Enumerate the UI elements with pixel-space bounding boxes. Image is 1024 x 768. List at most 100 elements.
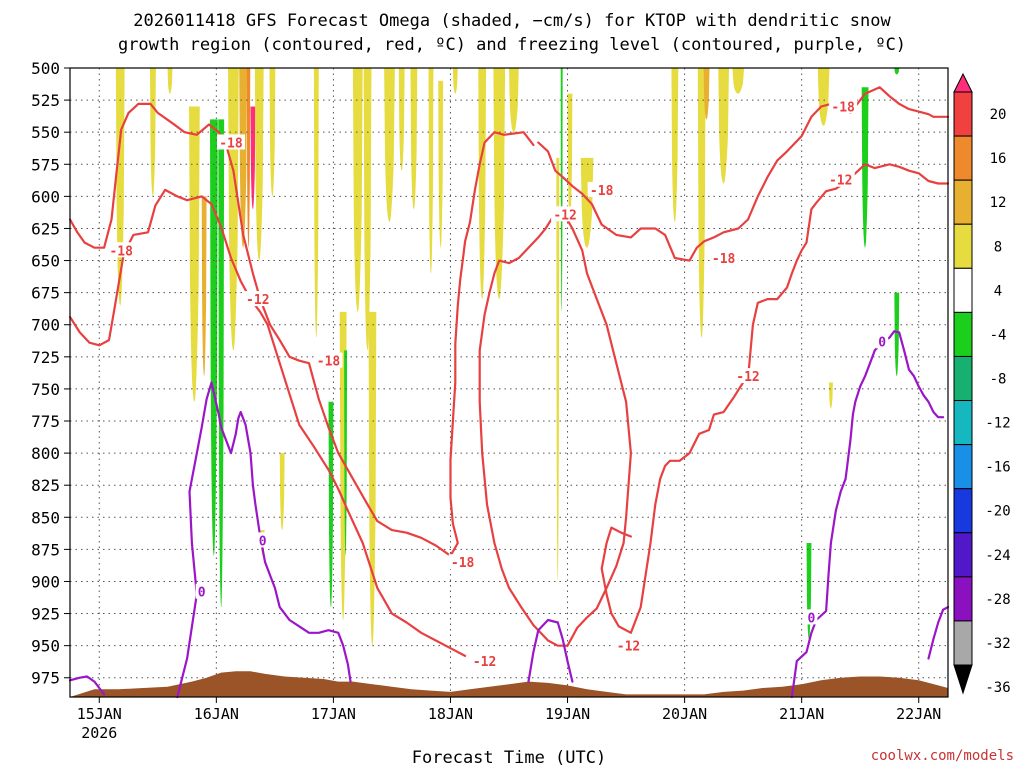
contour-label: -12: [617, 640, 640, 655]
freezing-level-contour: [927, 605, 950, 660]
contour-lines: [68, 86, 950, 699]
contour-label-bg: [551, 206, 580, 222]
colorbar-segment: [953, 400, 973, 446]
y-tick-label: 800: [31, 444, 60, 463]
y-axis: 500 525 550 575 600 625 650 675 700 725 750 775 800 8…: [31, 59, 70, 688]
y-tick-label: 575: [31, 155, 60, 174]
contour-label-bg: [448, 554, 477, 570]
omega-region: [556, 157, 560, 582]
contour-label: -18: [317, 355, 341, 370]
omega-region: [368, 311, 377, 646]
omega-region: [478, 68, 487, 300]
omega-region: [703, 68, 710, 120]
contour-label: 0: [878, 335, 886, 350]
y-tick-label: 550: [31, 123, 60, 142]
omega-region: [828, 382, 833, 409]
colorbar-top-arrow: [953, 72, 973, 93]
x-tick-label: 22JAN: [896, 705, 941, 723]
colorbar-segment: [953, 620, 973, 666]
omega-region: [384, 68, 395, 223]
colorbar-label: 4: [994, 283, 1002, 299]
contour-label-bg: [314, 352, 343, 368]
freezing-level-contour: [176, 381, 352, 699]
omega-region: [228, 68, 239, 351]
colorbar-label: -32: [985, 636, 1010, 652]
omega-region: [410, 68, 418, 210]
y-tick-label: 525: [31, 91, 60, 110]
omega-region: [279, 453, 285, 531]
colorbar-label: -20: [985, 504, 1010, 520]
y-tick-label: 500: [31, 59, 60, 78]
contour-label-bg: [829, 98, 858, 114]
colorbar-label: -8: [990, 372, 1007, 388]
colorbar-segment: [953, 179, 973, 225]
contour-label: -18: [712, 252, 736, 267]
contour-label: -18: [831, 101, 855, 116]
omega-region: [732, 68, 745, 94]
credit-link[interactable]: coolwx.com/models: [871, 748, 1014, 764]
contour-label: -12: [473, 655, 496, 670]
omega-region: [246, 68, 251, 248]
colorbar-segment: [953, 311, 973, 357]
omega-region: [560, 68, 563, 312]
omega-region: [363, 68, 372, 351]
contour-label: -18: [219, 136, 243, 151]
contour-label: -18: [109, 244, 133, 259]
y-tick-label: 675: [31, 284, 60, 303]
colorbar-segment: [953, 91, 973, 137]
plot-frame: [69, 67, 949, 698]
contour-label: -12: [736, 370, 759, 385]
y-tick-label: 700: [31, 316, 60, 335]
omega-shading: [115, 68, 900, 646]
isotherm-contour: [68, 188, 467, 658]
contour-label-bg: [709, 249, 738, 265]
contour-label: -12: [553, 208, 576, 223]
omega-region: [671, 68, 679, 223]
contour-label: -18: [590, 184, 614, 199]
y-tick-label: 900: [31, 572, 60, 591]
colorbar-label: 20: [990, 107, 1007, 123]
y-tick-label: 850: [31, 508, 60, 527]
y-tick-label: 825: [31, 476, 60, 495]
omega-region: [189, 106, 200, 402]
colorbar-segment: [953, 444, 973, 490]
colorbar-segment: [953, 355, 973, 402]
y-tick-label: 975: [31, 669, 60, 688]
omega-region: [428, 68, 434, 274]
contour-label-bg: [470, 653, 499, 669]
omega-region: [218, 119, 225, 608]
contour-label-bg: [256, 532, 269, 548]
y-tick-label: 600: [31, 187, 60, 206]
colorbar-label: -36: [985, 680, 1010, 696]
omega-region: [493, 68, 506, 300]
colorbar-label: -24: [985, 548, 1010, 564]
contour-label: -12: [829, 174, 852, 189]
contour-label: 0: [198, 586, 206, 601]
isotherm-contour: [600, 163, 950, 634]
colorbar-label: 12: [990, 195, 1007, 211]
omega-region: [254, 68, 264, 261]
x-tick-label: 19JAN: [545, 705, 590, 723]
colorbar-label: 16: [990, 151, 1007, 167]
colorbar-label: 8: [994, 239, 1002, 255]
x-tick-sublabel: 2026: [81, 724, 117, 742]
omega-region: [201, 196, 207, 377]
contour-label-bg: [826, 171, 855, 187]
contour-label-bg: [614, 637, 643, 653]
omega-region: [567, 93, 573, 223]
omega-region: [509, 68, 519, 133]
contour-label-bg: [107, 242, 136, 258]
contour-label: 0: [259, 534, 267, 549]
colorbar-segment: [953, 223, 973, 269]
x-tick-label: 16JAN: [194, 705, 239, 723]
x-axis-label: Forecast Time (UTC): [412, 748, 606, 768]
y-tick-label: 875: [31, 540, 60, 559]
y-tick-label: 650: [31, 252, 60, 271]
omega-region: [250, 106, 256, 210]
colorbar-label: -28: [985, 592, 1010, 608]
colorbar: 20 16 12 8 4 -4 -8 -12 -16 -20 -24 -28 -32 -36: [953, 72, 1011, 696]
x-tick-label: 18JAN: [428, 705, 473, 723]
isotherm-contour: [449, 131, 535, 557]
